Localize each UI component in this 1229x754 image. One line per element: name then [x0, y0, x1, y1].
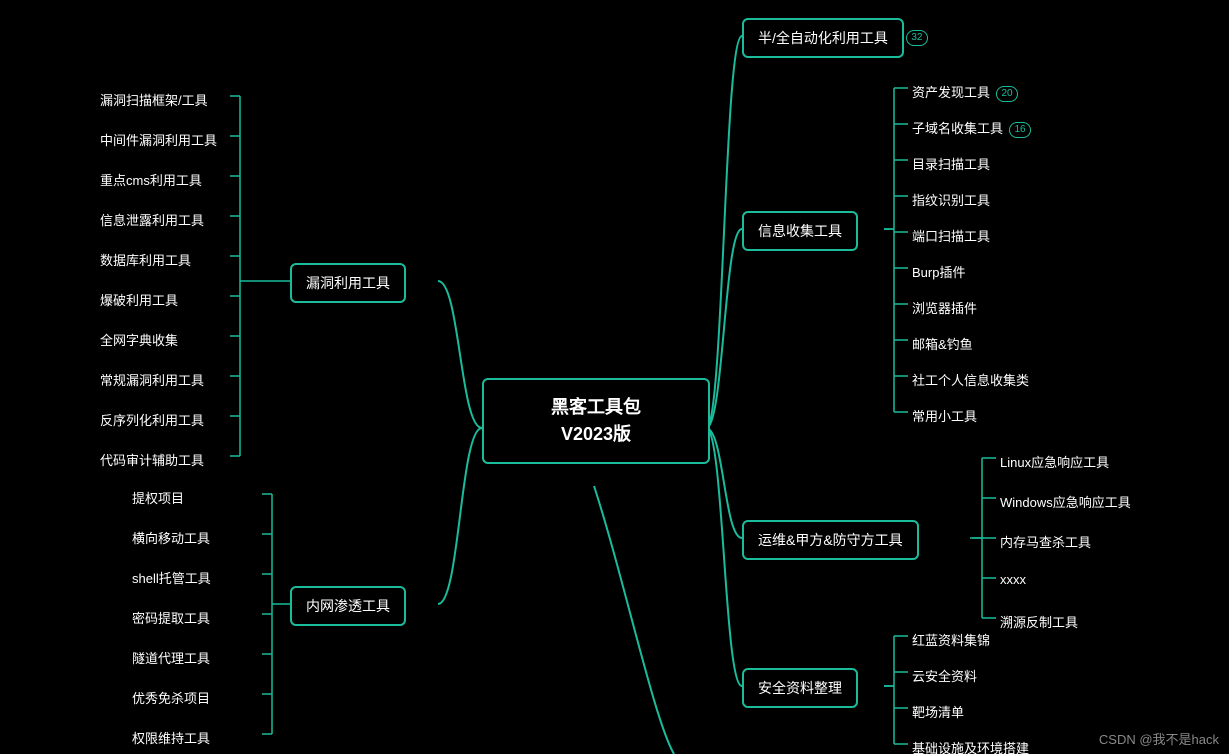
leaf-docs-2[interactable]: 靶场清单 — [912, 700, 964, 723]
leaf-info-4[interactable]: 端口扫描工具 — [912, 224, 990, 247]
leaf-label: 信息泄露利用工具 — [100, 213, 204, 228]
leaf-label: 指纹识别工具 — [912, 193, 990, 208]
leaf-ops-2[interactable]: 内存马查杀工具 — [1000, 530, 1091, 553]
leaf-label: 子域名收集工具 — [912, 121, 1003, 136]
branch-label: 运维&甲方&防守方工具 — [758, 532, 903, 548]
leaf-label: 资产发现工具 — [912, 85, 990, 100]
root-subtitle: V2023版 — [506, 421, 686, 448]
leaf-label: 内存马查杀工具 — [1000, 535, 1091, 550]
leaf-label: 溯源反制工具 — [1000, 615, 1078, 630]
leaf-info-0[interactable]: 资产发现工具 20 — [912, 80, 1018, 104]
branch-label: 信息收集工具 — [758, 223, 842, 239]
branch-info[interactable]: 信息收集工具 — [742, 211, 858, 251]
leaf-label: 全网字典收集 — [100, 333, 178, 348]
leaf-label: 社工个人信息收集类 — [912, 373, 1029, 388]
leaf-ops-1[interactable]: Windows应急响应工具 — [1000, 490, 1131, 513]
leaf-label: 重点cms利用工具 — [100, 173, 202, 188]
leaf-info-7[interactable]: 邮箱&钓鱼 — [912, 332, 973, 355]
leaf-label: 邮箱&钓鱼 — [912, 337, 973, 352]
leaf-label: Burp插件 — [912, 265, 965, 280]
leaf-label: 云安全资料 — [912, 669, 977, 684]
leaf-exploit-4[interactable]: 数据库利用工具 — [100, 248, 191, 271]
leaf-label: Linux应急响应工具 — [1000, 455, 1109, 470]
leaf-docs-0[interactable]: 红蓝资料集锦 — [912, 628, 990, 651]
leaf-label: xxxx — [1000, 572, 1026, 587]
leaf-exploit-8[interactable]: 反序列化利用工具 — [100, 408, 204, 431]
leaf-intranet-3[interactable]: 密码提取工具 — [132, 606, 210, 629]
leaf-info-5[interactable]: Burp插件 — [912, 260, 965, 283]
leaf-info-6[interactable]: 浏览器插件 — [912, 296, 977, 319]
leaf-docs-1[interactable]: 云安全资料 — [912, 664, 977, 687]
branch-ops[interactable]: 运维&甲方&防守方工具 — [742, 520, 919, 560]
leaf-label: 基础设施及环境搭建 — [912, 741, 1029, 754]
leaf-info-3[interactable]: 指纹识别工具 — [912, 188, 990, 211]
leaf-ops-3[interactable]: xxxx — [1000, 570, 1026, 589]
leaf-docs-3[interactable]: 基础设施及环境搭建 — [912, 736, 1029, 754]
leaf-label: 代码审计辅助工具 — [100, 453, 204, 468]
leaf-label: 常规漏洞利用工具 — [100, 373, 204, 388]
leaf-label: 爆破利用工具 — [100, 293, 178, 308]
leaf-exploit-3[interactable]: 信息泄露利用工具 — [100, 208, 204, 231]
leaf-label: 红蓝资料集锦 — [912, 633, 990, 648]
leaf-exploit-0[interactable]: 漏洞扫描框架/工具 — [100, 88, 208, 111]
leaf-label: 浏览器插件 — [912, 301, 977, 316]
leaf-info-2[interactable]: 目录扫描工具 — [912, 152, 990, 175]
leaf-label: 提权项目 — [132, 491, 184, 506]
leaf-exploit-5[interactable]: 爆破利用工具 — [100, 288, 178, 311]
leaf-intranet-6[interactable]: 权限维持工具 — [132, 726, 210, 749]
leaf-info-8[interactable]: 社工个人信息收集类 — [912, 368, 1029, 391]
leaf-exploit-1[interactable]: 中间件漏洞利用工具 — [100, 128, 217, 151]
leaf-intranet-1[interactable]: 横向移动工具 — [132, 526, 210, 549]
leaf-ops-4[interactable]: 溯源反制工具 — [1000, 610, 1078, 633]
branch-docs[interactable]: 安全资料整理 — [742, 668, 858, 708]
leaf-info-9[interactable]: 常用小工具 — [912, 404, 977, 427]
count-badge: 16 — [1009, 122, 1031, 138]
leaf-ops-0[interactable]: Linux应急响应工具 — [1000, 450, 1109, 473]
watermark: CSDN @我不是hack — [1099, 729, 1219, 748]
branch-label: 漏洞利用工具 — [306, 275, 390, 291]
leaf-label: 反序列化利用工具 — [100, 413, 204, 428]
leaf-label: 常用小工具 — [912, 409, 977, 424]
leaf-label: shell托管工具 — [132, 571, 211, 586]
leaf-label: Windows应急响应工具 — [1000, 495, 1131, 510]
leaf-intranet-5[interactable]: 优秀免杀项目 — [132, 686, 210, 709]
leaf-intranet-0[interactable]: 提权项目 — [132, 486, 184, 509]
leaf-label: 横向移动工具 — [132, 531, 210, 546]
leaf-label: 中间件漏洞利用工具 — [100, 133, 217, 148]
leaf-exploit-2[interactable]: 重点cms利用工具 — [100, 168, 202, 191]
leaf-label: 密码提取工具 — [132, 611, 210, 626]
leaf-label: 端口扫描工具 — [912, 229, 990, 244]
leaf-info-1[interactable]: 子域名收集工具 16 — [912, 116, 1031, 140]
leaf-label: 靶场清单 — [912, 705, 964, 720]
leaf-label: 优秀免杀项目 — [132, 691, 210, 706]
leaf-label: 隧道代理工具 — [132, 651, 210, 666]
leaf-label: 权限维持工具 — [132, 731, 210, 746]
branch-label: 半/全自动化利用工具 — [758, 30, 888, 46]
leaf-intranet-2[interactable]: shell托管工具 — [132, 566, 211, 589]
count-badge: 20 — [996, 86, 1018, 102]
branch-intranet[interactable]: 内网渗透工具 — [290, 586, 406, 626]
branch-exploit[interactable]: 漏洞利用工具 — [290, 263, 406, 303]
root-node[interactable]: 黑客工具包V2023版 — [482, 378, 710, 464]
leaf-exploit-6[interactable]: 全网字典收集 — [100, 328, 178, 351]
leaf-exploit-7[interactable]: 常规漏洞利用工具 — [100, 368, 204, 391]
leaf-intranet-4[interactable]: 隧道代理工具 — [132, 646, 210, 669]
leaf-exploit-9[interactable]: 代码审计辅助工具 — [100, 448, 204, 471]
branch-auto[interactable]: 半/全自动化利用工具32 — [742, 18, 904, 58]
count-badge: 32 — [906, 30, 928, 46]
branch-label: 内网渗透工具 — [306, 598, 390, 614]
leaf-label: 漏洞扫描框架/工具 — [100, 93, 208, 108]
branch-label: 安全资料整理 — [758, 680, 842, 696]
leaf-label: 数据库利用工具 — [100, 253, 191, 268]
leaf-label: 目录扫描工具 — [912, 157, 990, 172]
root-title: 黑客工具包 — [506, 394, 686, 421]
